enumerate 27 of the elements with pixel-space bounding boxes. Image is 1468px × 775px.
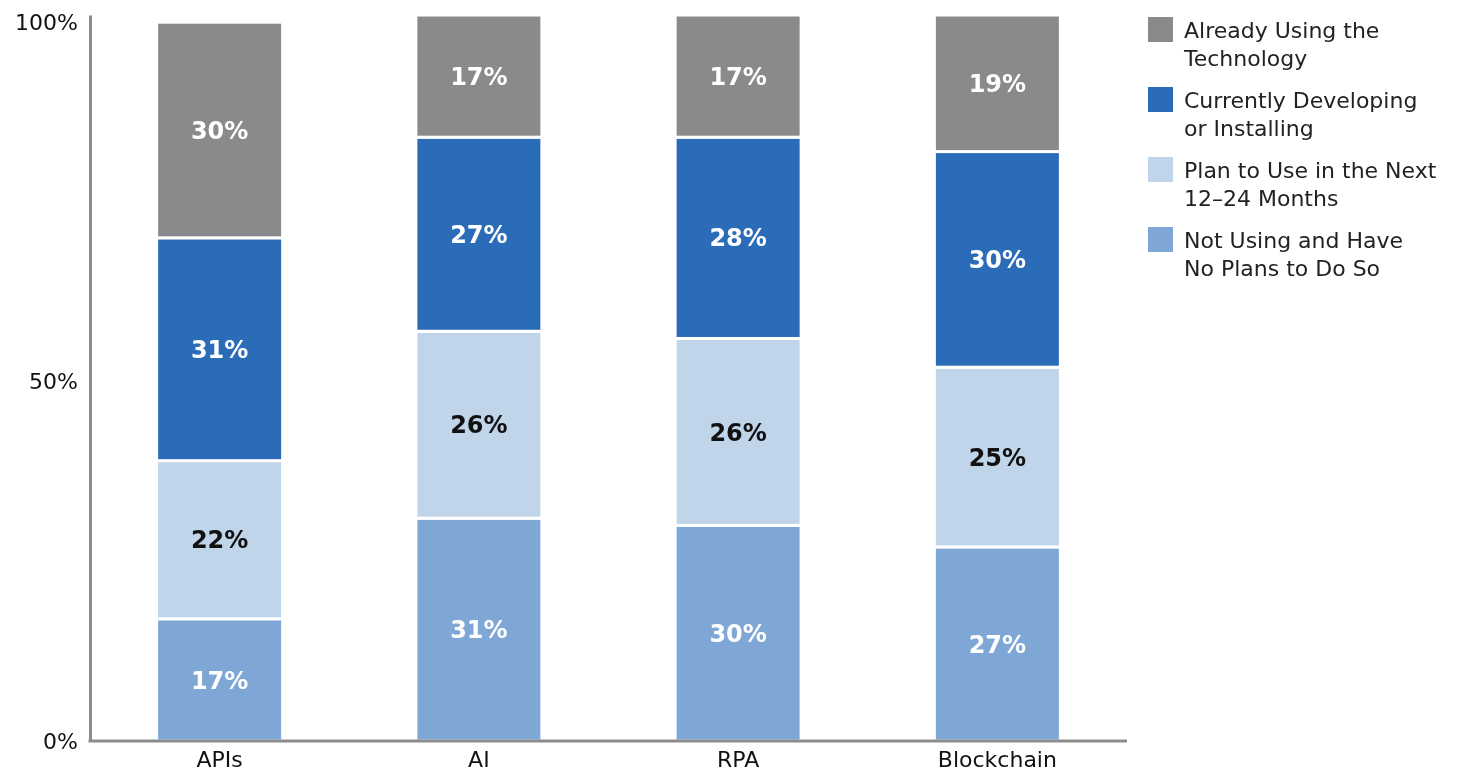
data-label: 30% bbox=[709, 619, 767, 648]
x-tick-label: RPA bbox=[717, 746, 760, 772]
data-label: 17% bbox=[450, 62, 508, 91]
y-tick-label: 50% bbox=[29, 369, 78, 395]
x-tick-label: APIs bbox=[196, 746, 243, 772]
legend-label: Currently Developing or Installing bbox=[1184, 88, 1418, 141]
data-label: 26% bbox=[450, 411, 508, 440]
data-label: 17% bbox=[190, 666, 249, 695]
data-label: 17% bbox=[709, 62, 767, 91]
y-tick-label: 0% bbox=[43, 728, 78, 754]
legend-label: Plan to Use in the Next 12–24 Months bbox=[1184, 158, 1437, 211]
data-label: 28% bbox=[709, 224, 767, 253]
legend-label: Not Using and Have No Plans to Do So bbox=[1184, 228, 1404, 281]
y-tick-label: 100% bbox=[15, 9, 78, 35]
data-label: 26% bbox=[709, 418, 767, 447]
x-tick-label: AI bbox=[468, 746, 490, 772]
x-tick-label: Blockchain bbox=[937, 746, 1057, 772]
data-label: 25% bbox=[968, 443, 1027, 472]
data-label: 22% bbox=[190, 526, 249, 555]
data-label: 30% bbox=[968, 246, 1027, 275]
data-label: 31% bbox=[450, 616, 508, 645]
data-label: 27% bbox=[450, 220, 508, 249]
data-label: 27% bbox=[968, 630, 1027, 659]
legend-label: Already Using the Technology bbox=[1183, 18, 1380, 71]
data-label: 19% bbox=[968, 69, 1027, 98]
data-label: 31% bbox=[190, 335, 249, 364]
data-label: 30% bbox=[190, 116, 249, 145]
